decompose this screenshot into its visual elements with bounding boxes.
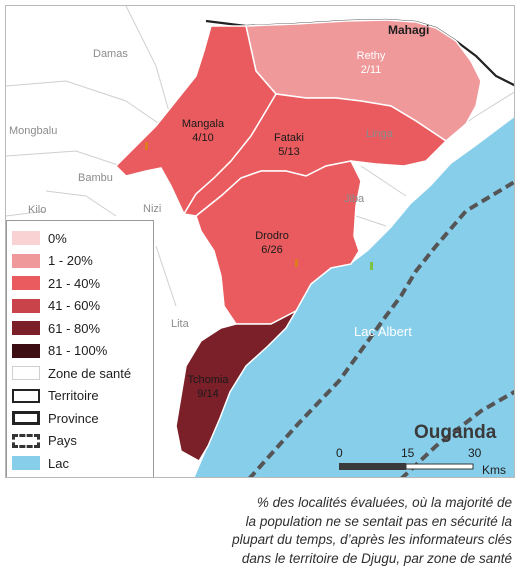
legend-item-9: Pays: [12, 430, 153, 453]
legend-label-7: Territoire: [48, 388, 99, 404]
legend-label-0: 0%: [48, 230, 67, 246]
legend-label-1: 1 - 20%: [48, 253, 93, 269]
legend-item-7: Territoire: [12, 385, 153, 408]
zone-value-fataki: 5/13: [278, 146, 299, 158]
legend-item-5: 81 - 100%: [12, 340, 153, 363]
label-lake: Lac Albert: [354, 324, 412, 339]
zone-label-tchomia: Tchomia 9/14: [188, 374, 230, 400]
legend-swatch-7: [12, 388, 40, 403]
legend-label-5: 81 - 100%: [48, 343, 108, 359]
place-linga: Linga: [366, 128, 394, 140]
legend-swatch-8: [12, 411, 40, 426]
place-lita: Lita: [171, 318, 190, 330]
place-kilo: Kilo: [28, 204, 46, 216]
legend-swatch-10: [12, 456, 40, 471]
marker-mangala: [145, 142, 148, 150]
legend-label-9: Pays: [48, 433, 77, 449]
scale-unit: Kms: [482, 463, 506, 477]
legend-swatch-0: [12, 231, 40, 246]
zone-name-tchomia: Tchomia: [188, 374, 230, 386]
legend-swatch-3: [12, 298, 40, 313]
place-nizi: Nizi: [143, 203, 161, 215]
legend-label-2: 21 - 40%: [48, 275, 101, 291]
country-border: [248, 179, 514, 477]
zone-value-mangala: 4/10: [192, 132, 213, 144]
zone-value-rethy: 2/11: [361, 64, 382, 76]
legend-item-1: 1 - 20%: [12, 250, 153, 273]
scale-segment-2: [405, 463, 474, 470]
label-mahagi: Mahagi: [388, 23, 429, 37]
legend-item-4: 61 - 80%: [12, 317, 153, 340]
caption-line-3: plupart du temps, d’après les informateu…: [232, 532, 512, 547]
caption-line-2: la population ne se sentait pas en sécur…: [245, 513, 512, 529]
map-frame: Damas Mongbalu Bambu Kilo Nizi Lita Ling…: [5, 5, 515, 478]
zone-label-mangala: Mangala 4/10: [182, 118, 225, 144]
legend-item-8: Province: [12, 407, 153, 430]
legend-item-2: 21 - 40%: [12, 272, 153, 295]
zone-name-fataki: Fataki: [274, 132, 304, 144]
scale-tick-0: 0: [336, 446, 343, 460]
place-bambu: Bambu: [78, 172, 113, 184]
place-damas: Damas: [93, 48, 128, 60]
zone-tchomia: [175, 309, 298, 463]
legend-swatch-4: [12, 321, 40, 336]
map-caption: % des localités évaluées, où la majorité…: [82, 494, 512, 568]
place-jiba: Jiba: [344, 193, 365, 205]
legend-label-4: 61 - 80%: [48, 320, 101, 336]
zone-value-drodro: 6/26: [261, 244, 282, 256]
map-canvas: Damas Mongbalu Bambu Kilo Nizi Lita Ling…: [6, 6, 514, 477]
zone-label-drodro: Drodro 6/26: [255, 230, 289, 256]
zone-name-mangala: Mangala: [182, 118, 225, 130]
legend-label-10: Lac: [48, 455, 69, 471]
legend-swatch-1: [12, 253, 40, 268]
zone-name-drodro: Drodro: [255, 230, 289, 242]
legend-swatch-5: [12, 343, 40, 358]
scale-segment-1: [339, 463, 406, 470]
zone-label-fataki: Fataki 5/13: [274, 132, 304, 158]
zone-label-rethy: Rethy 2/11: [357, 50, 386, 76]
legend-item-0: 0%: [12, 227, 153, 250]
lake-area: [194, 117, 514, 477]
country-border-2: [400, 389, 514, 477]
zone-name-rethy: Rethy: [357, 50, 386, 62]
legend-label-8: Province: [48, 410, 99, 426]
zone-value-tchomia: 9/14: [197, 388, 218, 400]
legend-item-6: Zone de santé: [12, 362, 153, 385]
legend-label-6: Zone de santé: [48, 365, 132, 381]
legend-swatch-6: [12, 366, 40, 381]
zone-drodro: [195, 160, 362, 325]
marker-drodro: [295, 259, 298, 267]
legend-swatch-2: [12, 276, 40, 291]
legend-item-3: 41 - 60%: [12, 295, 153, 318]
place-mongbalu: Mongbalu: [9, 125, 57, 137]
marker-green: [370, 262, 373, 270]
legend-label-3: 41 - 60%: [48, 298, 101, 314]
scale-tick-30: 30: [468, 446, 482, 460]
caption-line-1: % des localités évaluées, où la majorité…: [256, 495, 512, 510]
caption-line-4: dans le territoire de Djugu, par zone de…: [241, 550, 512, 566]
scale-tick-15: 15: [401, 446, 415, 460]
map-legend: 0% 1 - 20% 21 - 40% 41 - 60% 61 - 80% 81…: [6, 220, 154, 477]
legend-item-10: Lac: [12, 452, 153, 475]
scale-bar: 0 15 30 Kms: [336, 446, 506, 477]
legend-swatch-9: [12, 433, 40, 448]
label-country: Ouganda: [414, 422, 497, 443]
